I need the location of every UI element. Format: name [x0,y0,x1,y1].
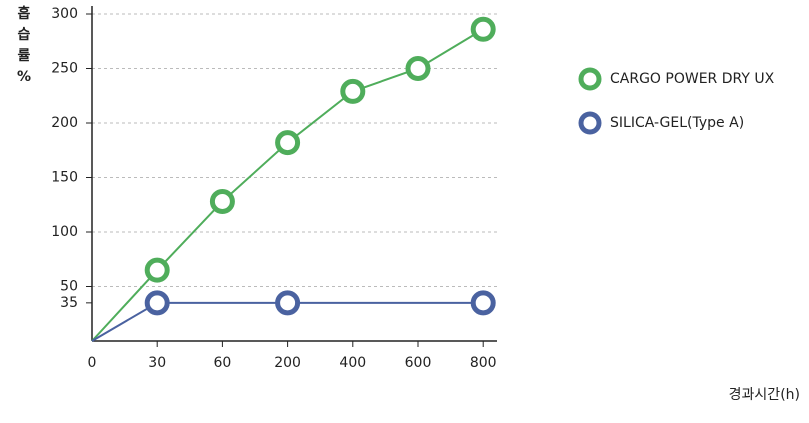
x-tick-label: 30 [148,355,166,371]
y-tick-label: 35 [60,295,78,311]
data-point [340,78,366,104]
x-axis-label: 경과시간(h) [729,387,800,403]
data-point [144,257,170,283]
data-point [470,290,496,316]
data-point [470,16,496,42]
x-tick-label: 60 [213,355,231,371]
y-tick-label: 300 [51,6,78,22]
y-axis-label: 흡 습 률% [17,5,31,85]
data-point [144,290,170,316]
x-tick-label: 600 [405,355,432,371]
y-tick-label: 250 [51,61,78,77]
legend-label: SILICA-GEL(Type A) [610,115,744,131]
legend-marker [578,67,602,91]
data-point [405,56,431,81]
x-tick-label: 0 [88,355,97,371]
series-line [91,301,484,342]
legend-marker [578,111,602,135]
x-tick-label: 400 [339,355,366,371]
legend-label: CARGO POWER DRY UX [610,71,775,87]
data-point [275,130,301,156]
x-tick-label: 800 [470,355,497,371]
y-tick-label: 150 [51,170,78,186]
data-point [275,290,301,316]
y-tick-label: 100 [51,224,78,240]
x-tick-label: 200 [274,355,301,371]
y-tick-label: 50 [60,279,78,295]
data-point [209,188,235,214]
y-tick-label: 200 [51,115,78,131]
